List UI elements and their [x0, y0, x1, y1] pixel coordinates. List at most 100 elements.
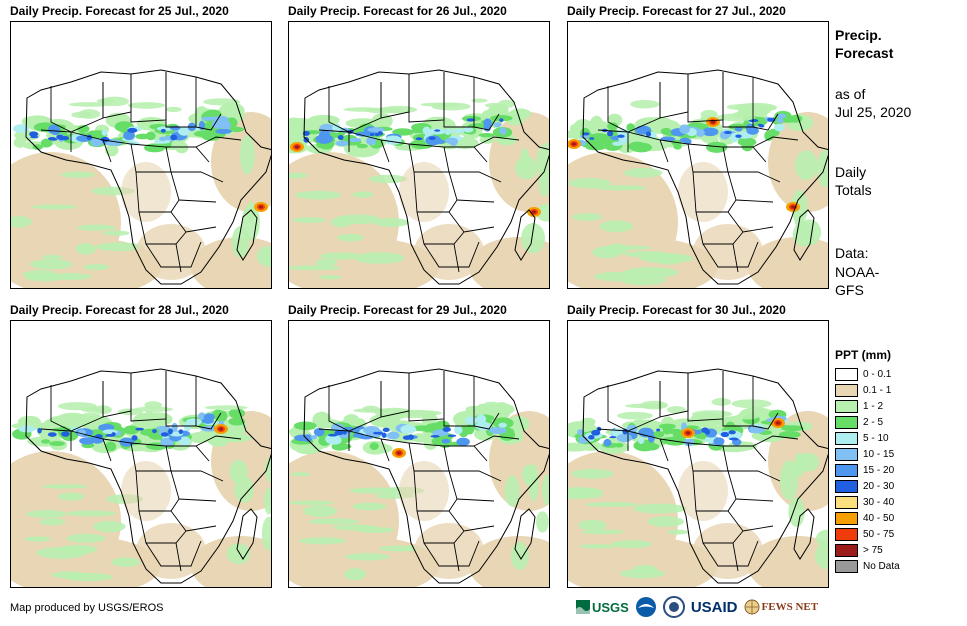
- legend-label: 50 - 75: [863, 528, 895, 540]
- country-borders: [597, 72, 799, 273]
- rain-band-layer: [568, 99, 814, 212]
- madagascar-outline: [514, 508, 536, 560]
- usaid-text: USAID: [690, 598, 738, 616]
- coastline: [582, 368, 828, 584]
- map-canvas: [289, 368, 549, 587]
- country-borders: [40, 371, 242, 572]
- map-canvas: [568, 69, 828, 288]
- madagascar-outline: [793, 508, 815, 560]
- panel-title: Daily Precip. Forecast for 29 Jul., 2020: [288, 303, 507, 317]
- map-canvas: [289, 69, 549, 288]
- rain-band-layer: [568, 398, 813, 454]
- country-borders: [40, 72, 242, 273]
- fewsnet-globe-icon: [744, 599, 760, 615]
- legend-label: 0 - 0.1: [863, 368, 892, 380]
- madagascar-outline: [236, 209, 258, 261]
- logos: USGS USAID FEWS NET: [576, 596, 818, 618]
- legend-label: 15 - 20: [863, 464, 895, 476]
- forecast-panel-1: Daily Precip. Forecast for 25 Jul., 2020: [10, 4, 272, 289]
- precip-map-6: [567, 320, 829, 588]
- coastline: [25, 368, 271, 584]
- legend-label: > 75: [863, 544, 883, 556]
- totals-line2: Totals: [835, 182, 872, 198]
- legend-label: 0.1 - 1: [863, 384, 892, 396]
- legend-label: 10 - 15: [863, 448, 895, 460]
- legend-item: 0.1 - 1: [835, 382, 900, 398]
- coastline: [303, 368, 549, 584]
- coastline: [582, 69, 828, 285]
- legend-item: 50 - 75: [835, 526, 900, 542]
- panel-title: Daily Precip. Forecast for 27 Jul., 2020: [567, 4, 786, 18]
- legend-label: 2 - 5: [863, 416, 884, 428]
- map-canvas: [11, 368, 271, 587]
- legend-swatch: [835, 495, 858, 509]
- legend-label: 5 - 10: [863, 432, 889, 444]
- usaid-logo: USAID: [691, 599, 738, 616]
- ocean-precip-layer: [11, 411, 271, 587]
- fewsnet-logo: FEWS NET: [744, 599, 819, 615]
- legend-swatch: [835, 367, 858, 381]
- legend-label: 1 - 2: [863, 400, 884, 412]
- legend: 0 - 0.1 0.1 - 1 1 - 2 2 - 5 5 - 10 10 - 15 15 …: [835, 366, 900, 574]
- legend-item: 30 - 40: [835, 494, 900, 510]
- rain-band-layer: [289, 401, 530, 458]
- legend-item: 20 - 30: [835, 478, 900, 494]
- country-borders: [318, 371, 520, 572]
- legend-label: 20 - 30: [863, 480, 895, 492]
- usgs-wave-icon: [576, 600, 590, 614]
- legend-swatch: [835, 463, 858, 477]
- ocean-precip-layer: [568, 112, 828, 288]
- legend-item: 40 - 50: [835, 510, 900, 526]
- legend-item: 10 - 15: [835, 446, 900, 462]
- forecast-panel-4: Daily Precip. Forecast for 28 Jul., 2020: [10, 303, 272, 588]
- coastline: [303, 69, 549, 285]
- legend-label: 40 - 50: [863, 512, 895, 524]
- data-source-line1: Data:: [835, 245, 869, 261]
- precip-map-2: [288, 21, 550, 289]
- legend-item: > 75: [835, 542, 900, 558]
- fewsnet-text: FEWS NET: [761, 601, 819, 613]
- legend-swatch: [835, 527, 858, 541]
- map-canvas: [568, 368, 828, 587]
- legend-item: 2 - 5: [835, 414, 900, 430]
- data-source-line3: GFS: [835, 282, 864, 298]
- legend-item: 1 - 2: [835, 398, 900, 414]
- forecast-panel-5: Daily Precip. Forecast for 29 Jul., 2020: [288, 303, 550, 588]
- legend-title: PPT (mm): [835, 348, 892, 362]
- usgs-text: USGS: [592, 599, 629, 615]
- precip-map-3: [567, 21, 829, 289]
- ocean-precip-layer: [568, 411, 828, 587]
- rain-band-layer: [289, 98, 541, 217]
- legend-label: 30 - 40: [863, 496, 895, 508]
- map-canvas: [11, 69, 271, 288]
- panel-title: Daily Precip. Forecast for 26 Jul., 2020: [288, 4, 507, 18]
- asof-label: as of: [835, 86, 866, 102]
- legend-swatch: [835, 415, 858, 429]
- precip-map-5: [288, 320, 550, 588]
- noaa-logo-icon: [635, 597, 656, 617]
- legend-item: No Data: [835, 558, 900, 574]
- forecast-panel-2: Daily Precip. Forecast for 26 Jul., 2020: [288, 4, 550, 289]
- madagascar-outline: [236, 508, 258, 560]
- asof-date: Jul 25, 2020: [835, 104, 912, 120]
- legend-item: 0 - 0.1: [835, 366, 900, 382]
- madagascar-outline: [514, 209, 536, 261]
- ocean-precip-layer: [289, 411, 549, 587]
- totals-line1: Daily: [835, 164, 867, 180]
- forecast-panel-3: Daily Precip. Forecast for 27 Jul., 2020: [567, 4, 829, 289]
- country-borders: [597, 371, 799, 572]
- doi-seal-icon: [662, 596, 685, 618]
- map-credit: Map produced by USGS/EROS: [10, 602, 164, 614]
- legend-swatch: [835, 543, 858, 557]
- legend-swatch: [835, 559, 858, 573]
- usgs-logo: USGS: [576, 600, 629, 615]
- legend-item: 5 - 10: [835, 430, 900, 446]
- legend-swatch: [835, 399, 858, 413]
- legend-swatch: [835, 431, 858, 445]
- panel-title: Daily Precip. Forecast for 30 Jul., 2020: [567, 303, 786, 317]
- precip-map-4: [10, 320, 272, 588]
- data-source-line2: NOAA-: [835, 264, 880, 280]
- panel-title: Daily Precip. Forecast for 28 Jul., 2020: [10, 303, 229, 317]
- madagascar-outline: [793, 209, 815, 261]
- precip-map-1: [10, 21, 272, 289]
